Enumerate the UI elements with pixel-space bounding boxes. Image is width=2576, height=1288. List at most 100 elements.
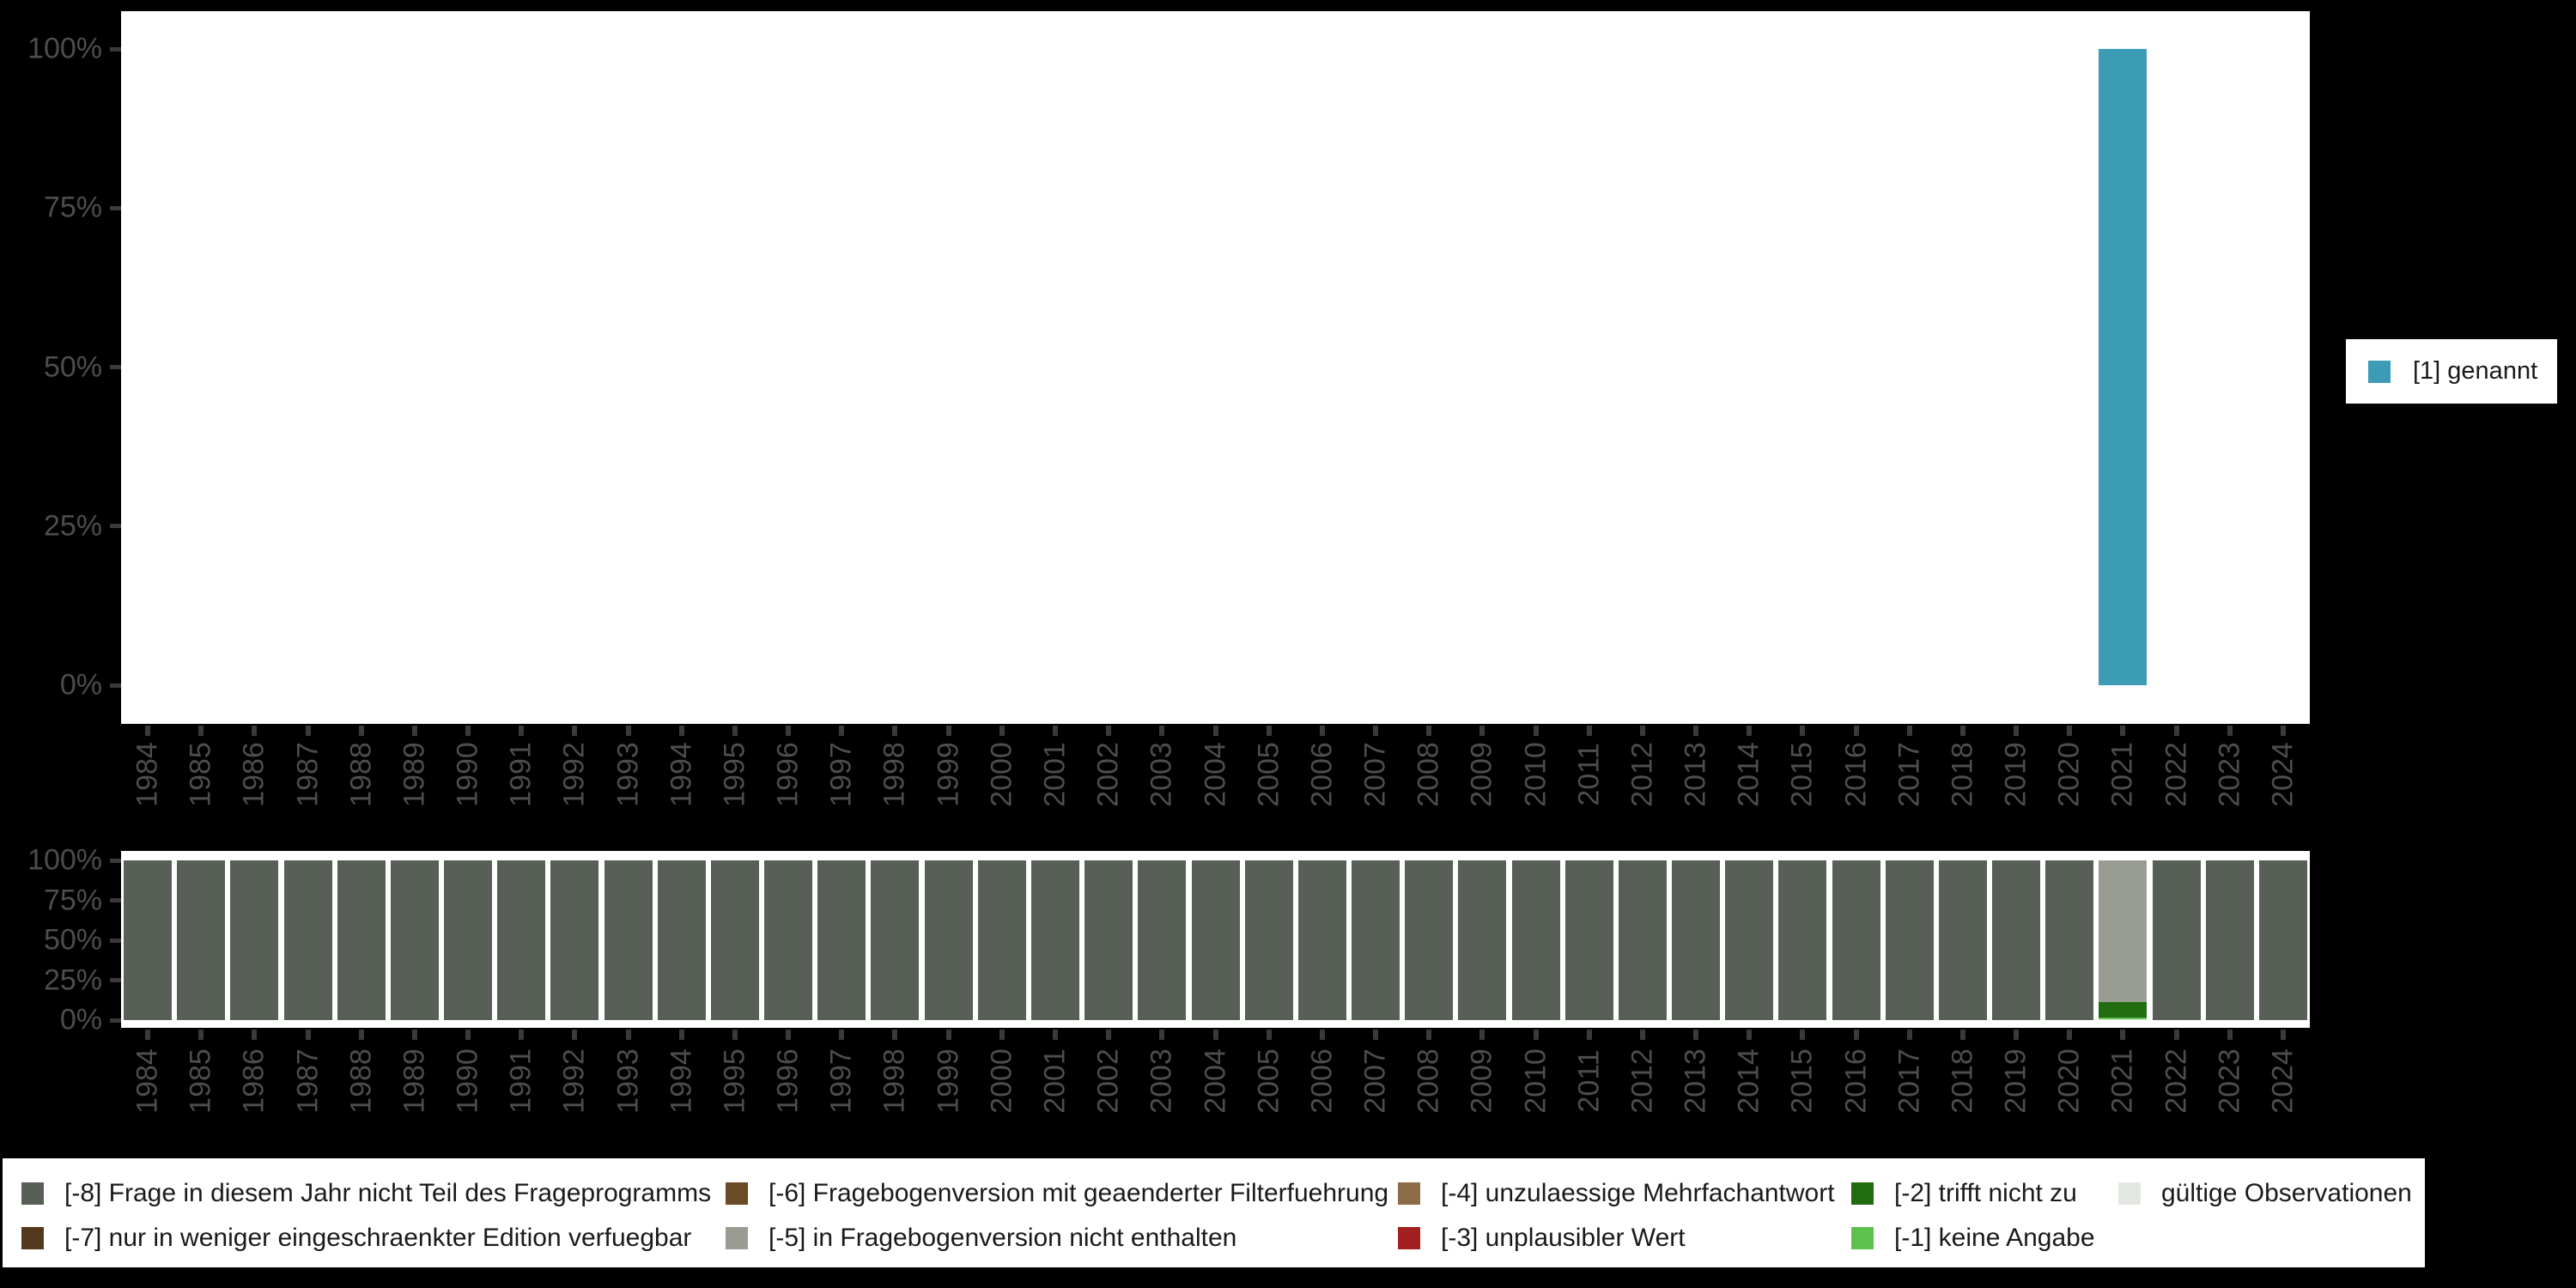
x-tick	[1853, 726, 1859, 736]
x-tick	[2173, 1030, 2179, 1040]
x-tick	[519, 726, 525, 736]
legend-item: [-7] nur in weniger eingeschraenkter Edi…	[21, 1224, 691, 1252]
x-tick-label: 2019	[1999, 1048, 2032, 1114]
bar-segment-2008	[1405, 860, 1454, 1020]
y-tick	[110, 938, 121, 943]
legend-label: gültige Observationen	[2161, 1179, 2412, 1207]
x-tick-label: 2007	[1358, 742, 1392, 807]
x-tick	[1959, 1030, 1965, 1040]
x-tick-label: 1990	[451, 742, 484, 807]
x-tick-label: 1997	[824, 1048, 858, 1114]
x-tick-label: 1992	[557, 1048, 591, 1114]
legend-swatch	[1398, 1182, 1420, 1205]
x-tick	[572, 1030, 578, 1040]
x-tick-label: 2024	[2266, 1048, 2300, 1114]
x-tick	[1693, 1030, 1699, 1040]
y-tick-label: 25%	[43, 963, 102, 996]
y-tick	[110, 898, 121, 902]
x-tick	[1212, 726, 1218, 736]
x-tick	[2280, 726, 2286, 736]
x-tick	[1747, 726, 1753, 736]
x-tick	[1959, 726, 1965, 736]
x-tick	[519, 1030, 525, 1040]
x-tick-label: 1987	[291, 742, 325, 807]
y-tick	[110, 205, 121, 210]
x-tick	[625, 1030, 631, 1040]
bar-segment-2010	[1511, 860, 1560, 1020]
x-tick	[465, 726, 471, 736]
legend-item: [-2] trifft nicht zu	[1851, 1179, 2077, 1207]
y-tick-label: 50%	[43, 923, 102, 957]
bar-segment-2007	[1352, 860, 1400, 1020]
x-tick	[252, 1030, 258, 1040]
x-tick	[198, 726, 204, 736]
x-tick	[2067, 726, 2073, 736]
x-tick	[1106, 1030, 1112, 1040]
y-tick-label: 0%	[59, 668, 102, 702]
legend-item: gültige Observationen	[2118, 1179, 2412, 1207]
x-tick-label: 1994	[665, 1048, 698, 1114]
x-tick	[945, 726, 951, 736]
legend-label: [-3] unplausibler Wert	[1441, 1224, 1686, 1252]
x-tick	[2014, 726, 2020, 736]
bar-segment-1999	[924, 860, 973, 1020]
x-tick	[892, 726, 898, 736]
legend-item: [-6] Fragebogenversion mit geaenderter F…	[726, 1179, 1388, 1207]
x-tick	[145, 726, 151, 736]
x-tick	[1639, 726, 1645, 736]
bar-segment-2021	[2099, 1001, 2148, 1018]
x-tick-label: 1993	[611, 742, 645, 807]
bar-segment-2001	[1030, 860, 1079, 1020]
x-tick	[1800, 726, 1806, 736]
x-tick	[2014, 1030, 2020, 1040]
bar-segment-1994	[657, 860, 706, 1020]
bar-segment-1989	[390, 860, 439, 1020]
x-tick-label: 2003	[1145, 742, 1178, 807]
x-tick	[732, 1030, 738, 1040]
bar-segment-1995	[710, 860, 759, 1020]
legend-swatch	[21, 1182, 44, 1205]
x-tick-label: 2023	[2213, 1048, 2246, 1114]
x-tick	[358, 1030, 364, 1040]
x-tick	[2120, 1030, 2126, 1040]
x-tick-label: 2020	[2052, 742, 2086, 807]
x-tick	[1639, 1030, 1645, 1040]
bar-segment-2018	[1938, 860, 1987, 1020]
bar-segment-1987	[283, 860, 332, 1020]
x-tick-label: 1985	[184, 1048, 217, 1114]
x-tick-label: 1999	[932, 1048, 965, 1114]
x-tick	[625, 726, 631, 736]
x-tick	[358, 726, 364, 736]
x-tick-label: 1984	[131, 1048, 164, 1114]
y-tick-label: 25%	[43, 509, 102, 543]
legend-swatch	[1851, 1227, 1874, 1249]
x-tick	[145, 1030, 151, 1040]
x-tick	[572, 726, 578, 736]
bar-segment-1996	[764, 860, 813, 1020]
x-tick	[2227, 726, 2233, 736]
x-tick-label: 1991	[504, 1048, 538, 1114]
bar-segment-1998	[871, 860, 920, 1020]
x-tick-label: 2014	[1732, 742, 1765, 807]
values-bar-chart-plot-area	[121, 11, 2310, 724]
x-tick-label: 1986	[237, 1048, 270, 1114]
x-tick-label: 2006	[1305, 1048, 1339, 1114]
y-tick-label: 75%	[43, 884, 102, 916]
y-tick-label: 100%	[27, 843, 102, 877]
legend-swatch-genannt	[2368, 360, 2391, 383]
bar-segment-2024	[2258, 860, 2307, 1020]
x-tick-label: 2004	[1199, 742, 1231, 807]
x-tick-label: 1998	[878, 1048, 911, 1114]
legend-label: [-1] keine Angabe	[1894, 1224, 2095, 1252]
legend-label: [-2] trifft nicht zu	[1894, 1179, 2077, 1207]
x-tick-label: 2003	[1145, 1048, 1178, 1114]
x-tick-label: 1988	[344, 742, 378, 807]
x-tick	[411, 1030, 417, 1040]
legend-swatch	[1398, 1227, 1420, 1249]
x-tick	[1906, 726, 1912, 736]
x-tick	[1159, 1030, 1165, 1040]
x-tick	[2227, 1030, 2233, 1040]
x-tick-label: 1989	[398, 1048, 431, 1114]
y-tick-label: 100%	[27, 32, 102, 65]
x-tick-label: 2013	[1679, 1048, 1712, 1114]
